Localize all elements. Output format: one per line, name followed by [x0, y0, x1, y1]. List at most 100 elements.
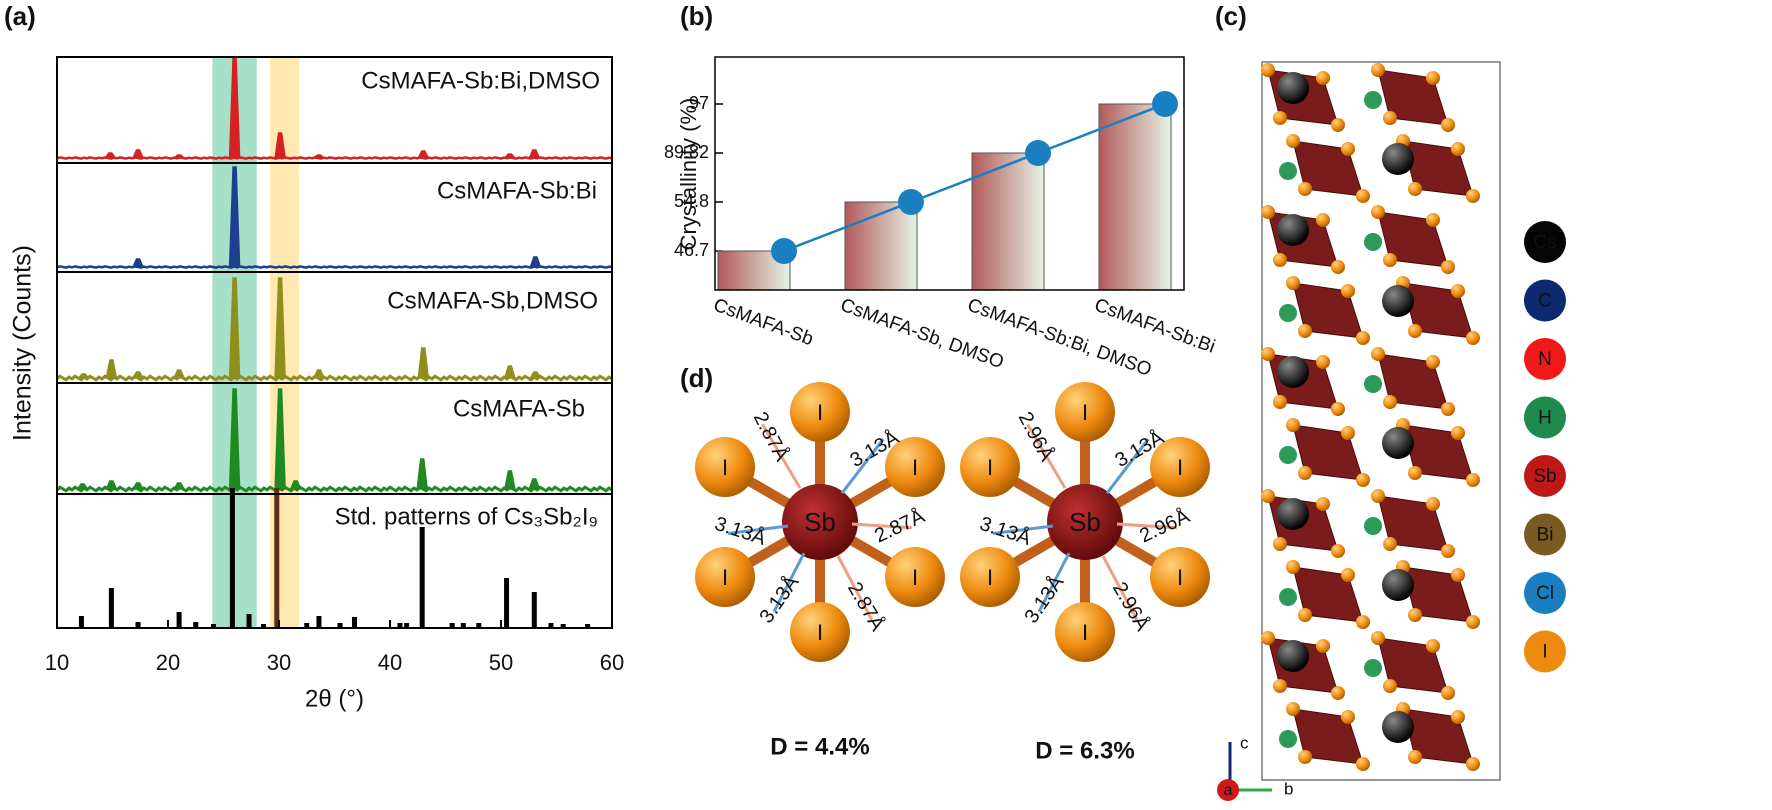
marker — [771, 238, 797, 264]
iodine-atom — [1298, 324, 1312, 338]
caption: D = 4.4% — [770, 733, 869, 760]
legend-label: C — [1538, 291, 1552, 312]
panel-label: (d) — [680, 363, 713, 393]
legend-label: Sb — [1533, 466, 1556, 487]
legend-label: N — [1538, 349, 1552, 370]
legend-swatch — [1524, 513, 1566, 556]
reference-peak — [78, 616, 84, 628]
iodine-atom — [1298, 466, 1312, 480]
legend-swatch — [1524, 221, 1566, 263]
distance-arrow — [1116, 522, 1178, 530]
atom-label: I — [1177, 455, 1183, 480]
iodine-atom — [1451, 284, 1465, 298]
iodine-atom — [1356, 331, 1370, 345]
reference-peak — [211, 624, 217, 628]
peak — [528, 478, 541, 490]
iodine-atom — [1298, 750, 1312, 764]
iodine-atom — [1356, 473, 1370, 487]
reference-peak — [316, 616, 322, 628]
y-tick-label: 54.8 — [674, 191, 709, 211]
iodine-atom — [1341, 284, 1355, 298]
peak — [289, 480, 302, 490]
peak — [274, 277, 286, 379]
reference-peak — [476, 623, 482, 628]
pattern-baseline — [57, 485, 612, 493]
atom-label: I — [987, 565, 993, 590]
plot-frame — [56, 56, 613, 629]
iodine-atom — [1331, 118, 1345, 132]
panel-c: c a b Cs C N H Sb Bi Cl I — [1217, 61, 1566, 801]
iodine-atom — [1298, 182, 1312, 196]
peak — [529, 371, 542, 379]
legend-swatch — [1524, 396, 1566, 439]
iodine-atom — [1408, 750, 1422, 764]
reference-peak — [404, 623, 410, 628]
iodine-atom — [1331, 544, 1345, 558]
axis-label: c — [1240, 733, 1249, 752]
peak — [416, 458, 429, 490]
iodine-atom — [1451, 710, 1465, 724]
iodine-atom — [1383, 395, 1397, 409]
distance-arrow — [1037, 552, 1071, 613]
reference-peak — [585, 624, 591, 628]
atom-label: I — [722, 565, 728, 590]
iodine-atom — [1383, 111, 1397, 125]
x-tick-label: 30 — [267, 650, 291, 675]
iodine-atom — [1466, 331, 1480, 345]
iodine-atom — [790, 382, 850, 442]
iodine-atom — [1426, 71, 1440, 85]
iodine-atom — [1451, 426, 1465, 440]
atom-label: I — [817, 620, 823, 645]
peak — [172, 369, 186, 379]
distance-arrow — [727, 524, 789, 535]
iodine-atom — [1356, 615, 1370, 629]
series-label: Std. patterns of Cs₃Sb₂I₉ — [335, 503, 598, 530]
iodine-atom — [1286, 276, 1300, 290]
y-axis-label: Crystallinity (%) — [676, 98, 701, 251]
atom-label: I — [1082, 400, 1088, 425]
iodine-atom — [1331, 686, 1345, 700]
legend-swatch — [1524, 630, 1566, 673]
x-tick-label: 20 — [156, 650, 180, 675]
iodine-atom — [1261, 631, 1275, 645]
iodine-atom — [1286, 134, 1300, 148]
iodine-atom — [1341, 568, 1355, 582]
iodine-atom — [1150, 547, 1210, 607]
peak — [105, 480, 118, 490]
peak — [103, 152, 117, 159]
cs-atom — [1382, 569, 1414, 601]
atom-label: I — [987, 455, 993, 480]
peak — [131, 149, 145, 159]
panel-label: (c) — [1215, 1, 1247, 31]
legend-swatch — [1524, 279, 1566, 322]
panel-label: (a) — [4, 1, 36, 31]
iodine-atom — [1286, 560, 1300, 574]
atom-label: I — [912, 565, 918, 590]
h-atom — [1279, 162, 1297, 180]
legend-swatch — [1524, 455, 1566, 497]
center-label: Sb — [1069, 507, 1101, 537]
peak — [274, 388, 286, 490]
y-tick-label: 46.7 — [674, 240, 709, 260]
atom-label: I — [1177, 565, 1183, 590]
x-tick-label: 50 — [489, 650, 513, 675]
distance-arrow — [851, 522, 913, 530]
h-atom — [1279, 588, 1297, 606]
peak — [274, 132, 286, 159]
peak — [228, 388, 241, 490]
reference-peak — [351, 617, 357, 628]
iodine-atom — [1371, 631, 1385, 645]
h-atom — [1364, 659, 1382, 677]
panel-label: (b) — [680, 1, 713, 31]
iodine-atom — [1466, 757, 1480, 771]
h-atom — [1364, 375, 1382, 393]
axis-label: b — [1284, 779, 1293, 798]
reference-peak — [531, 592, 537, 628]
peak — [76, 373, 91, 379]
peak — [131, 482, 145, 490]
reference-peak — [193, 622, 199, 628]
peak — [172, 482, 186, 490]
peak — [529, 256, 542, 268]
